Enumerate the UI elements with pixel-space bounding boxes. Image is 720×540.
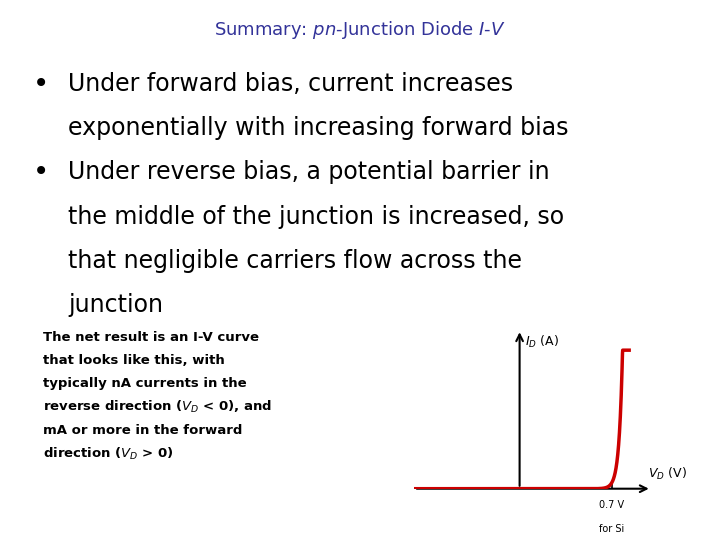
Text: direction ($V_D$ > 0): direction ($V_D$ > 0) (43, 446, 174, 462)
Text: The net result is an I-V curve: The net result is an I-V curve (43, 331, 259, 344)
Text: $\mathit{V}_D$ (V): $\mathit{V}_D$ (V) (648, 467, 686, 482)
Text: junction: junction (68, 293, 163, 317)
Text: •: • (32, 70, 49, 98)
Text: exponentially with increasing forward bias: exponentially with increasing forward bi… (68, 116, 569, 140)
Text: 0.7 V: 0.7 V (600, 500, 624, 510)
Text: that looks like this, with: that looks like this, with (43, 354, 225, 367)
Text: Under forward bias, current increases: Under forward bias, current increases (68, 72, 513, 96)
Text: reverse direction ($V_D$ < 0), and: reverse direction ($V_D$ < 0), and (43, 399, 272, 415)
Text: Under reverse bias, a potential barrier in: Under reverse bias, a potential barrier … (68, 160, 550, 184)
Text: mA or more in the forward: mA or more in the forward (43, 424, 243, 437)
Text: the middle of the junction is increased, so: the middle of the junction is increased,… (68, 205, 564, 228)
Text: typically nA currents in the: typically nA currents in the (43, 377, 247, 390)
Text: $\mathit{I}_D$ (A): $\mathit{I}_D$ (A) (525, 334, 559, 350)
Text: Summary: $\it{pn}$-Junction Diode $\it{I}$-$\it{V}$: Summary: $\it{pn}$-Junction Diode $\it{I… (215, 19, 505, 40)
Text: for Si: for Si (599, 524, 625, 534)
Text: that negligible carriers flow across the: that negligible carriers flow across the (68, 249, 523, 273)
Text: •: • (32, 158, 49, 186)
